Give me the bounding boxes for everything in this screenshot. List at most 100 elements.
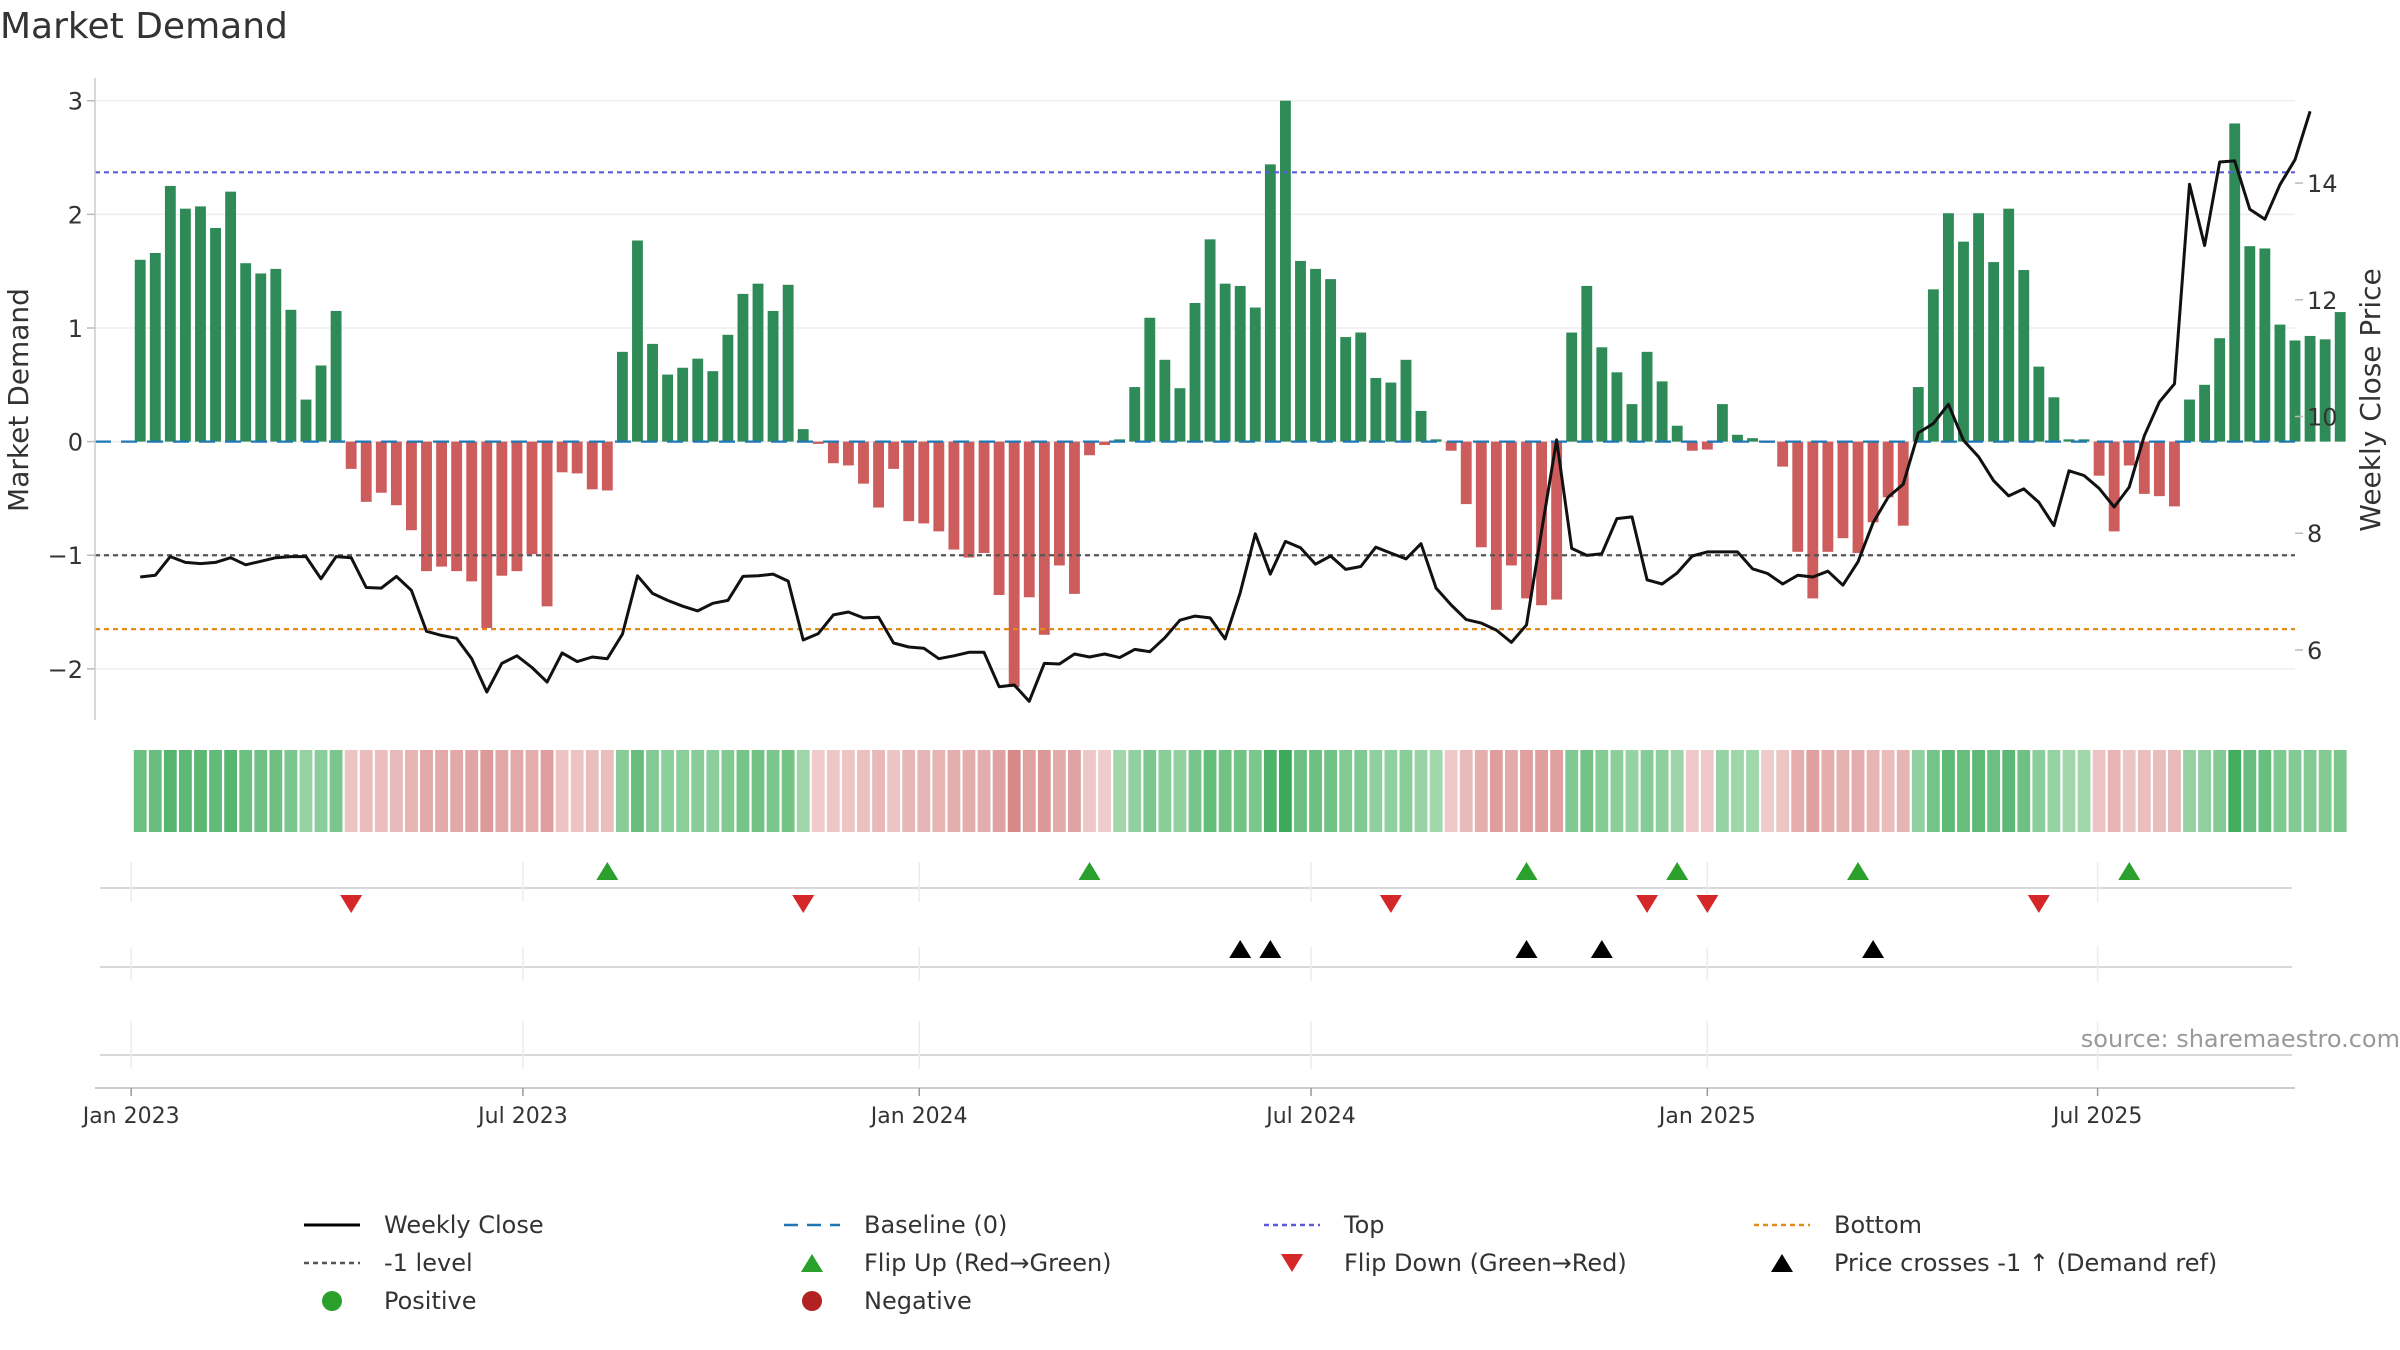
demand-bar [1475,441,1487,548]
demand-bar [1325,279,1337,442]
price-cross-marker [1862,940,1885,958]
heat-cell [1836,750,1850,832]
demand-bar [1370,377,1382,442]
y-tick-label: 3 [68,88,83,116]
legend-item: Positive [300,1283,477,1319]
demand-bar [1279,100,1291,442]
demand-bar [285,309,297,442]
demand-bar [737,293,749,442]
heat-cell [1791,750,1805,832]
demand-bar [1716,404,1728,442]
heat-cell [661,750,675,832]
demand-bar [375,441,387,493]
reference-lines [95,171,2295,631]
heat-cell [676,750,690,832]
heat-cell [1957,750,1970,832]
heat-cell [2062,750,2076,832]
demand-bar [360,441,372,502]
heat-cell [1851,750,1865,832]
demand-bar [1430,439,1442,442]
heat-cell [585,750,599,832]
chart-legend: Weekly Close Baseline (0) Top Bottom -1 leve… [300,1207,2250,1337]
demand-bar [1656,381,1668,442]
heat-cell [781,750,795,832]
demand-bar [2033,366,2045,442]
heat-cell [1550,750,1564,832]
demand-bar [1807,441,1819,599]
heat-cell [751,750,765,832]
heat-cell [1700,750,1714,832]
heat-cell [2288,750,2302,832]
demand-bar [767,310,779,442]
heat-cell [811,750,825,832]
heat-cell [2213,750,2227,832]
heat-cell [917,750,931,832]
heat-cell [1022,750,1036,832]
heat-cell [1972,750,1985,832]
heat-cell [163,750,177,832]
demand-bar [797,429,809,442]
heat-cell [947,750,961,832]
heat-cell [1505,750,1518,832]
legend-item: Top [1260,1207,1385,1243]
legend-label: Price crosses -1 ↑ (Demand ref) [1834,1249,2218,1277]
heat-cell [842,750,855,832]
heat-cell [932,750,946,832]
flip-down-marker [1696,895,1719,913]
legend-label: -1 level [384,1249,473,1277]
y-tick-label: 1 [68,315,83,343]
price-line-layer [140,110,2312,703]
demand-bar [2169,441,2180,507]
legend-circle-icon [322,1291,342,1311]
demand-bar [300,399,312,442]
demand-bar [1973,213,1984,442]
heat-cell [480,750,494,832]
demand-bar [963,441,975,558]
heat-cell [1580,750,1594,832]
heat-cell [2318,750,2332,832]
heat-cell [1128,750,1142,832]
demand-bar [1912,387,1924,442]
demand-bar [1882,441,1894,498]
demand-bar [2199,384,2211,442]
heat-cell [2092,750,2106,832]
demand-bar [436,441,447,567]
heat-cell [1942,750,1955,832]
y2-tick-label: 8 [2307,520,2322,548]
legend-symbol [802,1291,822,1311]
heat-cell [2243,750,2257,832]
heat-cell [284,750,298,832]
demand-bar [1686,441,1698,451]
chart-title: Market Demand [0,6,288,47]
x-tick-label: Jan 2023 [81,1104,180,1129]
demand-bar [1927,289,1939,442]
legend-item: Baseline (0) [780,1207,1007,1243]
heat-cell [2273,750,2287,832]
demand-heat-strip [133,750,2347,832]
heat-cell [1233,750,1247,832]
demand-bar [1777,441,1789,467]
demand-bar [662,374,674,442]
demand-bar [1596,347,1608,442]
heat-cell [133,750,147,832]
demand-bar [240,263,252,442]
legend-item: Flip Up (Red→Green) [780,1245,1112,1281]
x-tick-label: Jul 2024 [1264,1104,1356,1129]
heat-cell [1459,750,1473,832]
demand-bar [225,191,237,442]
heat-cell [2198,750,2211,832]
heat-cell [1489,750,1503,832]
demand-bar [1521,441,1532,599]
demand-bar [1264,164,1276,442]
heat-cell [1173,750,1187,832]
demand-bar [2229,123,2241,442]
legend-label: Baseline (0) [864,1211,1008,1239]
y-tick-label: −1 [48,542,83,570]
demand-bar [179,208,191,442]
heat-cell [1354,750,1368,832]
heat-cell [872,750,885,832]
heat-cell [495,750,509,832]
demand-bar [421,441,432,572]
heat-cell [2152,750,2166,832]
heat-cell [389,750,403,832]
